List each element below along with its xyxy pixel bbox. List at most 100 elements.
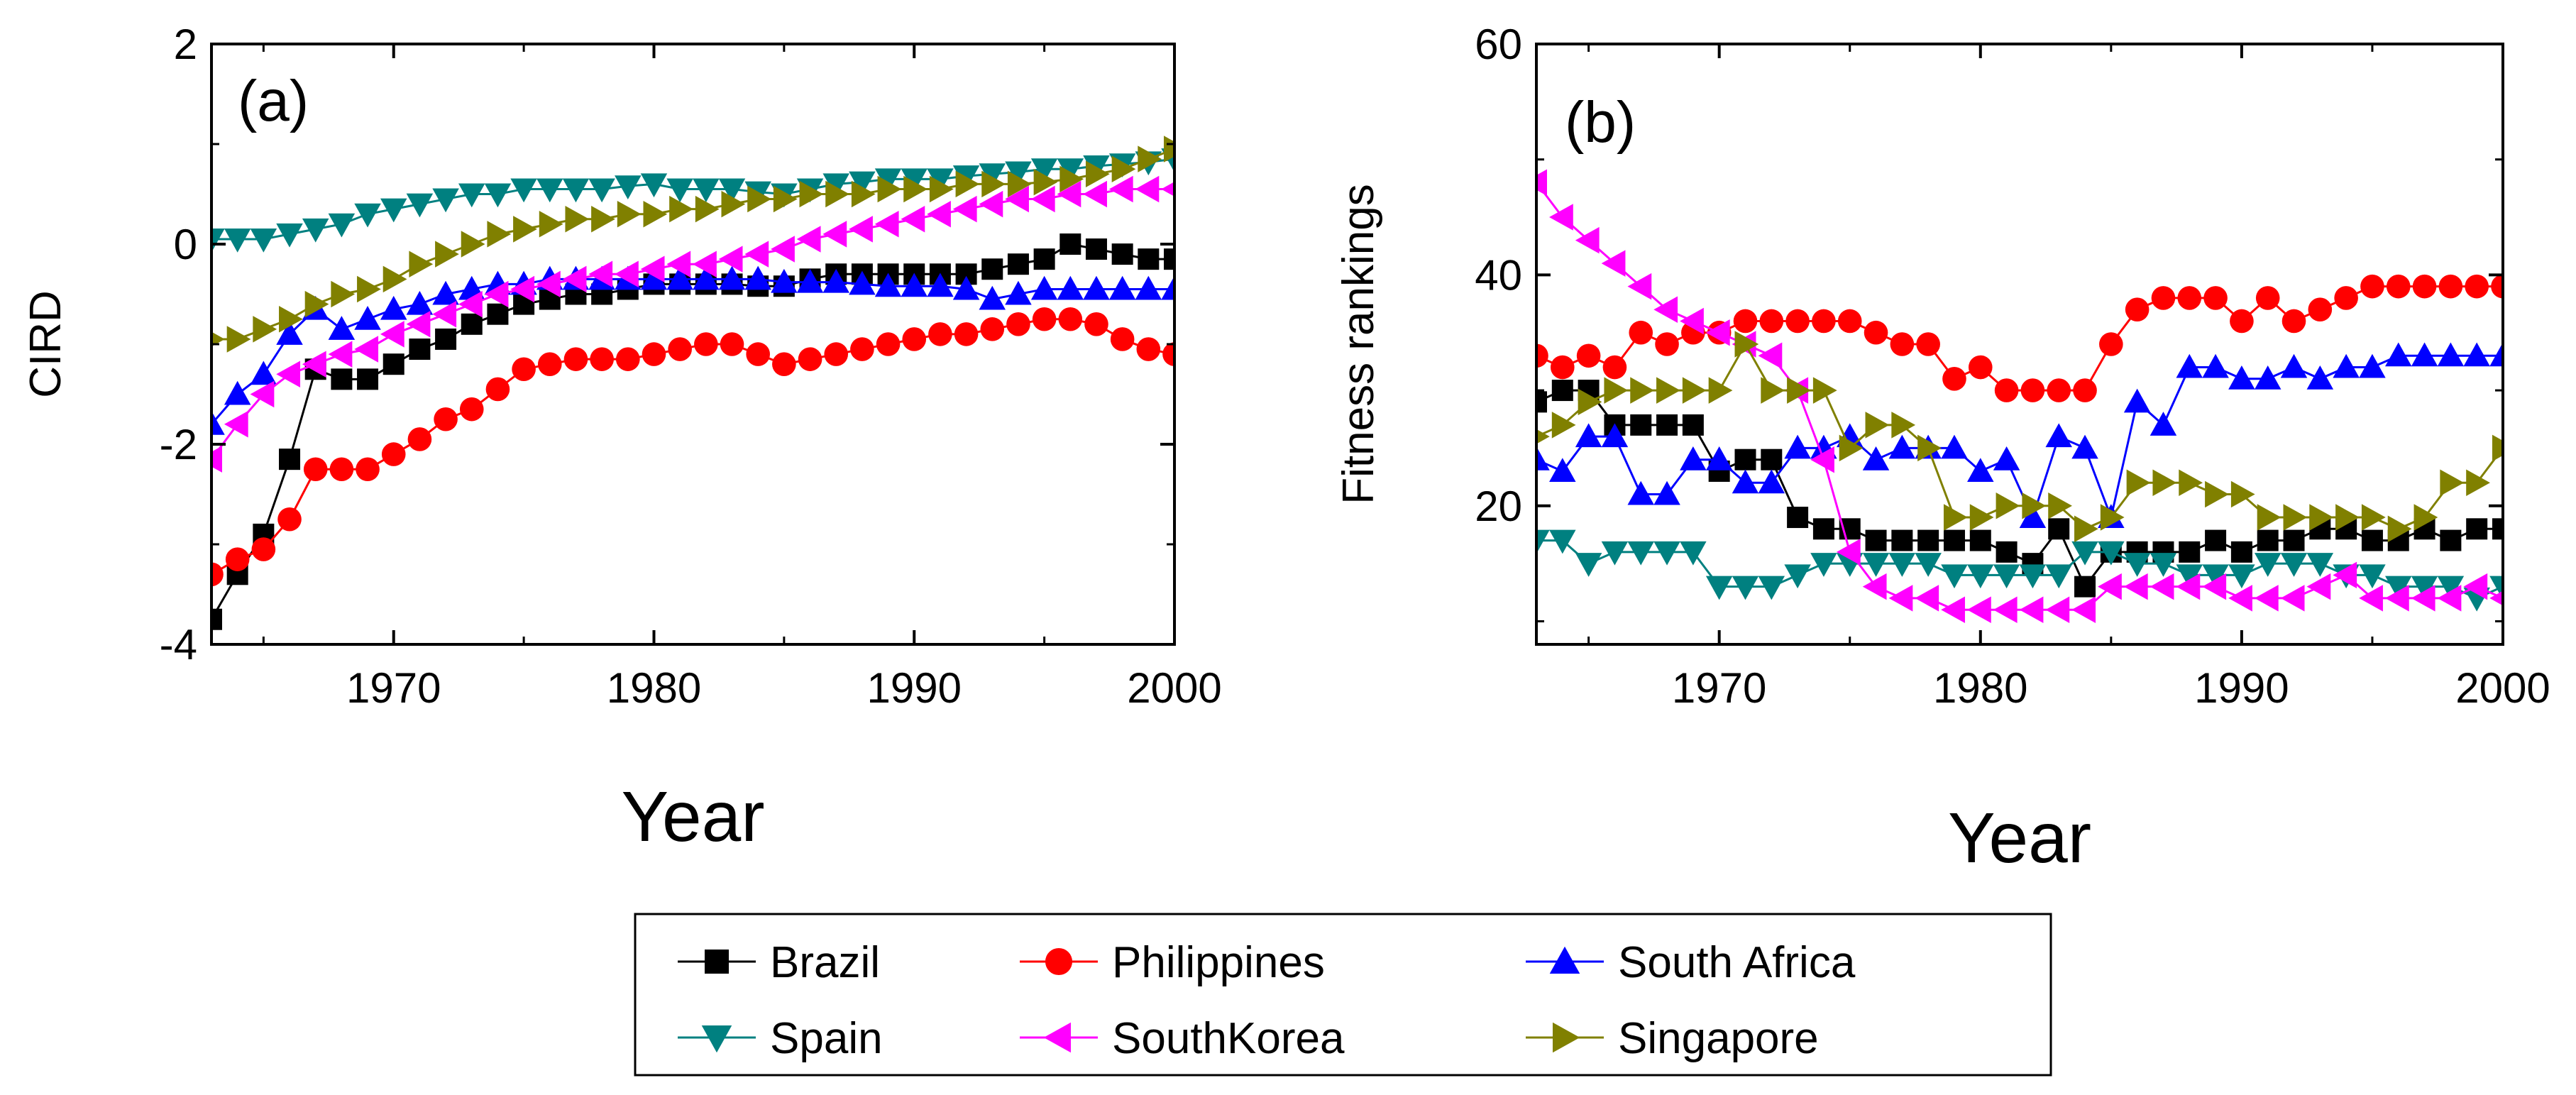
point-philippines-1998 [2438, 274, 2463, 299]
x-tick-label-1970: 1970 [1672, 664, 1766, 712]
point-brazil-1984 [2074, 576, 2096, 598]
point-singapore-1966 [279, 306, 303, 333]
point-philippines-1985 [2099, 332, 2123, 356]
point-southkorea-1994 [2333, 561, 2357, 589]
point-singapore-1995 [1033, 168, 1058, 196]
legend-marker-singapore [1553, 1022, 1580, 1053]
point-spain-1967 [1627, 541, 1654, 566]
point-south-africa-1977 [1888, 434, 1916, 459]
point-singapore-1968 [331, 280, 356, 308]
point-philippines-1976 [1864, 320, 1888, 345]
point-singapore-1979 [1943, 504, 1968, 531]
point-spain-1986 [2123, 553, 2151, 577]
point-singapore-1992 [955, 170, 980, 198]
point-philippines-1964 [1551, 355, 1575, 380]
point-singapore-1968 [1656, 377, 1680, 404]
point-brazil-1969 [1682, 414, 1704, 436]
point-south-africa-1988 [849, 270, 876, 295]
point-philippines-1993 [980, 317, 1005, 341]
point-southkorea-1969 [1680, 307, 1704, 335]
point-spain-1992 [2280, 553, 2308, 577]
point-brazil-1977 [1891, 529, 1913, 551]
point-southkorea-1990 [2228, 585, 2252, 612]
point-spain-1988 [849, 171, 876, 196]
point-philippines-1976 [537, 352, 562, 376]
point-philippines-2000 [1162, 342, 1174, 366]
point-singapore-1983 [721, 190, 746, 218]
point-spain-1996 [2385, 576, 2412, 600]
point-southkorea-1999 [2463, 573, 2488, 600]
point-south-africa-1987 [2150, 412, 2177, 436]
point-south-africa-1991 [927, 273, 954, 297]
point-spain-1969 [1680, 541, 1707, 566]
point-philippines-1992 [2281, 309, 2306, 334]
point-south-africa-1984 [744, 265, 771, 290]
point-spain-1997 [2411, 576, 2438, 600]
point-spain-1980 [640, 173, 668, 198]
point-singapore-1969 [357, 275, 381, 303]
point-spain-1965 [1575, 553, 1602, 577]
point-philippines-1996 [1058, 307, 1083, 331]
point-spain-1973 [1784, 564, 1811, 589]
point-singapore-1970 [382, 265, 407, 293]
point-spain-1981 [1993, 564, 2020, 589]
point-singapore-1987 [2152, 469, 2177, 496]
point-singapore-1977 [1891, 412, 1916, 439]
point-south-africa-1981 [1993, 446, 2020, 471]
point-south-africa-1996 [1057, 275, 1084, 300]
point-southkorea-1991 [927, 200, 951, 228]
point-brazil-1983 [2048, 518, 2070, 540]
point-singapore-1975 [513, 216, 537, 243]
point-singapore-1996 [1059, 165, 1084, 193]
point-brazil-1963 [211, 608, 222, 630]
point-southkorea-1978 [588, 260, 613, 288]
legend-label-spain: Spain [770, 1014, 883, 1063]
point-singapore-1989 [877, 175, 902, 203]
point-southkorea-1985 [771, 236, 795, 263]
point-southkorea-1963 [1536, 169, 1547, 196]
point-philippines-1968 [329, 457, 354, 482]
legend-marker-spain [701, 1025, 732, 1053]
point-brazil-1973 [1787, 507, 1809, 529]
point-singapore-1991 [929, 175, 954, 203]
point-philippines-1973 [1785, 309, 1810, 334]
point-south-africa-2000 [1161, 275, 1174, 300]
point-singapore-1980 [1969, 504, 1994, 531]
point-southkorea-1980 [640, 255, 665, 282]
point-singapore-1979 [617, 200, 642, 228]
point-philippines-1988 [850, 337, 874, 361]
point-south-africa-1969 [1680, 446, 1707, 471]
point-southkorea-1999 [1135, 175, 1160, 203]
x-tick-label-1970: 1970 [346, 664, 441, 712]
point-singapore-1978 [1917, 434, 1942, 462]
point-spain-1977 [1888, 553, 1916, 577]
point-singapore-1991 [2257, 504, 2281, 531]
point-south-africa-1995 [1030, 275, 1058, 300]
point-singapore-1974 [487, 221, 512, 248]
point-singapore-1981 [669, 195, 693, 223]
point-southkorea-1967 [1627, 273, 1652, 300]
point-south-africa-1964 [224, 380, 251, 405]
point-spain-1990 [901, 168, 928, 193]
point-brazil-2000 [2492, 518, 2503, 540]
point-singapore-1990 [903, 175, 928, 203]
point-south-africa-1996 [2385, 342, 2412, 367]
point-brazil-1998 [2440, 529, 2462, 551]
series-line-south-africa [1536, 354, 2503, 522]
point-spain-1987 [822, 173, 849, 198]
point-philippines-1977 [1890, 332, 1915, 356]
point-spain-1969 [354, 203, 381, 228]
point-southkorea-1977 [1888, 585, 1913, 612]
point-south-africa-1998 [2437, 342, 2465, 367]
point-brazil-1972 [435, 328, 457, 350]
point-philippines-1970 [381, 442, 406, 466]
point-southkorea-1966 [276, 361, 301, 388]
point-spain-1988 [2176, 564, 2203, 589]
point-singapore-1999 [1138, 145, 1162, 172]
point-south-africa-1995 [2359, 353, 2386, 378]
point-southkorea-1972 [432, 300, 457, 328]
point-philippines-1987 [2151, 286, 2176, 310]
point-southkorea-1975 [510, 275, 535, 303]
point-philippines-1965 [251, 537, 276, 561]
